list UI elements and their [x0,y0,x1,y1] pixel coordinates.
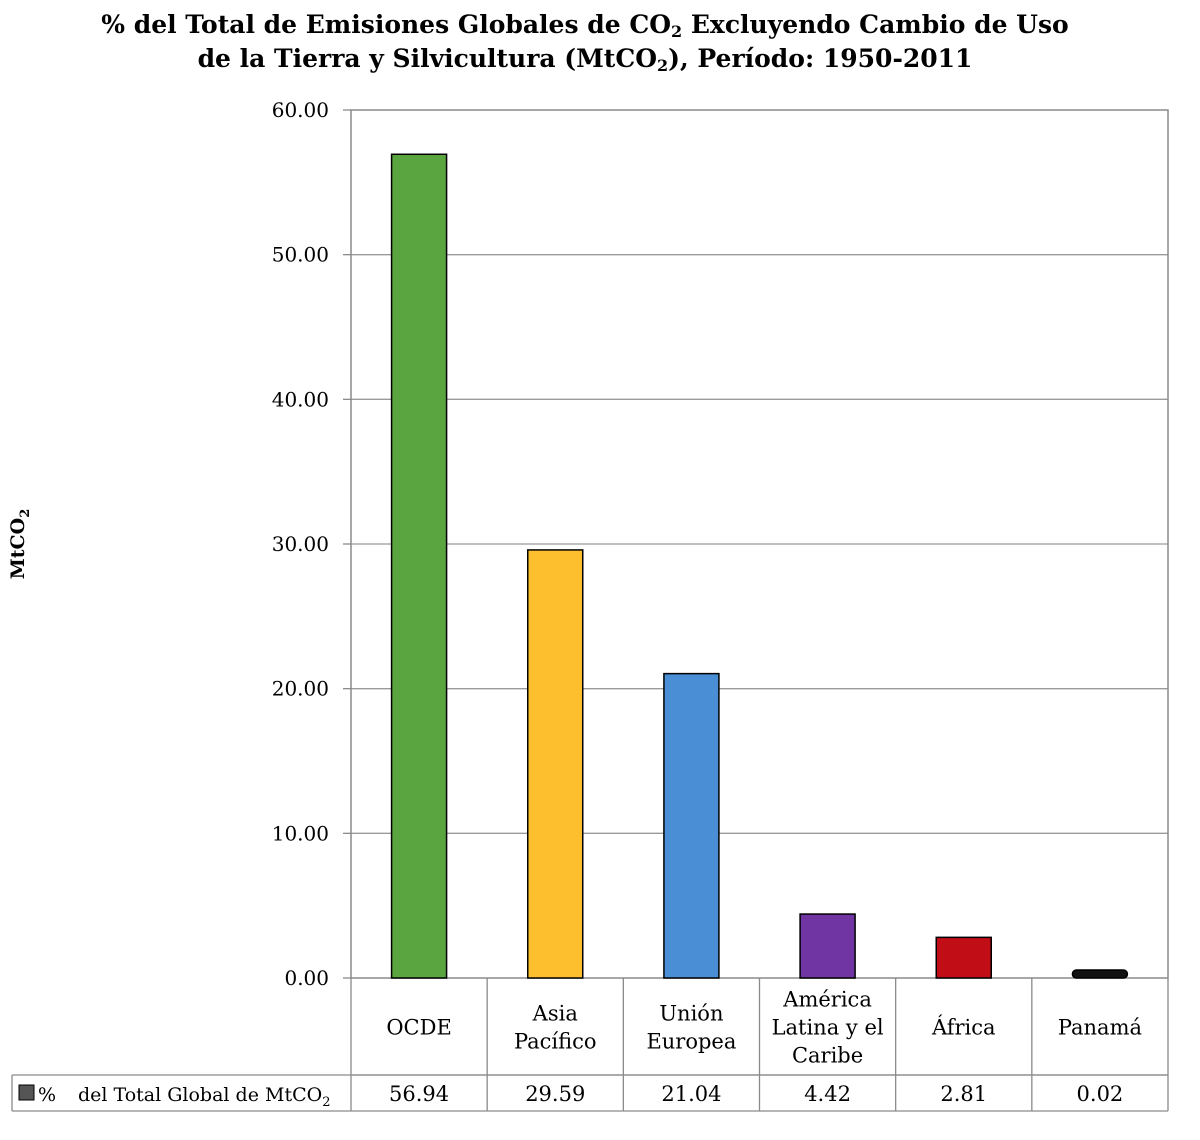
chart-title-line-2: de la Tierra y Silvicultura (MtCO2), Per… [197,44,973,75]
chart-title-line-1: % del Total de Emisiones Globales de CO2… [101,10,1069,41]
legend-swatch [18,1084,35,1101]
data-label: 21.04 [661,1082,721,1106]
data-label: 0.02 [1077,1082,1124,1106]
legend: % del Total Global de MtCO2 [18,1084,330,1110]
bar-ocde [390,153,448,979]
legend-text: del Total Global de MtCO2 [78,1084,330,1110]
y-tick-label: 40.00 [272,387,329,411]
x-category-label: Asia Pacífico [514,1002,597,1054]
y-tick-label: 60.00 [272,98,329,122]
bar--frica [935,936,992,979]
data-label: 29.59 [525,1082,585,1106]
x-category-label: América Latina y el Caribe [772,988,884,1068]
y-tick-label: 10.00 [272,821,329,845]
x-category-label: Unión Europea [646,1002,736,1054]
y-tick-label: 30.00 [272,532,329,556]
bar-uni-n [663,672,720,979]
y-tick-label: 50.00 [272,243,329,267]
y-axis-label: MtCO2 [7,509,33,580]
data-label: 4.42 [804,1082,851,1106]
gridlines [351,254,1168,834]
bars [390,153,1129,979]
chart-title: % del Total de Emisiones Globales de CO2… [0,8,1170,76]
data-label: 56.94 [389,1082,449,1106]
x-category-label: África [931,1016,996,1040]
legend-symbol: % [38,1084,56,1106]
y-axis-ticks: 0.00 10.00 20.00 30.00 40.00 50.00 60.00 [272,98,351,990]
x-category-label: Panamá [1058,1016,1142,1040]
data-table: OCDE Asia Pacífico Unión Europea América Latin… [11,978,1169,1112]
bar-asia [527,549,584,979]
data-label: 2.81 [940,1082,987,1106]
y-tick-label: 20.00 [272,677,329,701]
bar-panam- [1071,969,1129,979]
x-category-label: OCDE [386,1016,451,1040]
bar-am-rica [799,913,856,979]
y-tick-label: 0.00 [284,966,329,990]
